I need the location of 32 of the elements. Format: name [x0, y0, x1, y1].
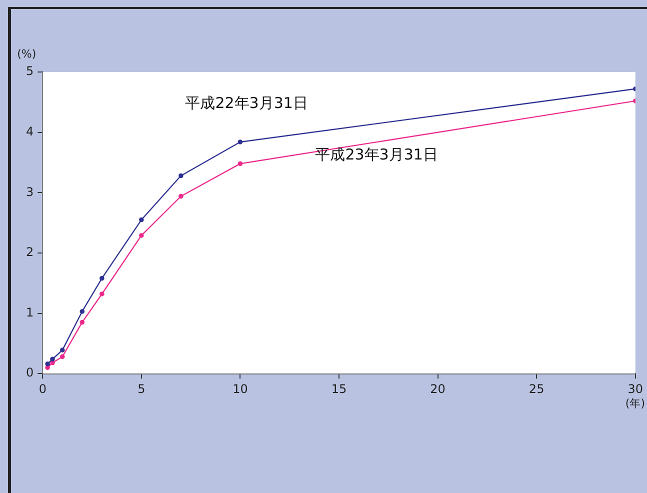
point [45, 365, 50, 370]
y-tick-label: 1 [26, 305, 34, 320]
series-label: 平成22年3月31日 [185, 94, 308, 112]
x-axis-title: (年) [625, 396, 645, 410]
point [50, 356, 55, 362]
x-tick-label: 0 [38, 382, 46, 396]
point [178, 173, 184, 178]
x-tick-label: 10 [232, 382, 248, 396]
y-tick-label: 2 [26, 245, 34, 260]
point [80, 320, 85, 325]
point [178, 194, 184, 199]
x-tick-label: 15 [331, 382, 347, 396]
x-tick-label: 5 [138, 382, 146, 396]
y-tick-label: 4 [26, 124, 34, 138]
point [238, 140, 243, 144]
point [238, 161, 243, 166]
y-tick-label: 3 [26, 184, 34, 199]
y-tick-label: 0 [26, 366, 34, 380]
point [100, 276, 104, 281]
x-tick-label: 20 [430, 382, 446, 396]
point [45, 362, 50, 366]
point [139, 217, 144, 222]
y-axis-title: (%) [17, 47, 36, 60]
series-label: 平成23年3月31日 [315, 146, 438, 164]
point [100, 292, 104, 296]
point [139, 233, 144, 238]
point [60, 354, 65, 360]
point [60, 348, 65, 352]
x-tick-label: 25 [528, 382, 544, 396]
x-tick-label: 30 [628, 382, 644, 396]
point [80, 309, 85, 314]
y-tick-label: 5 [26, 64, 34, 78]
